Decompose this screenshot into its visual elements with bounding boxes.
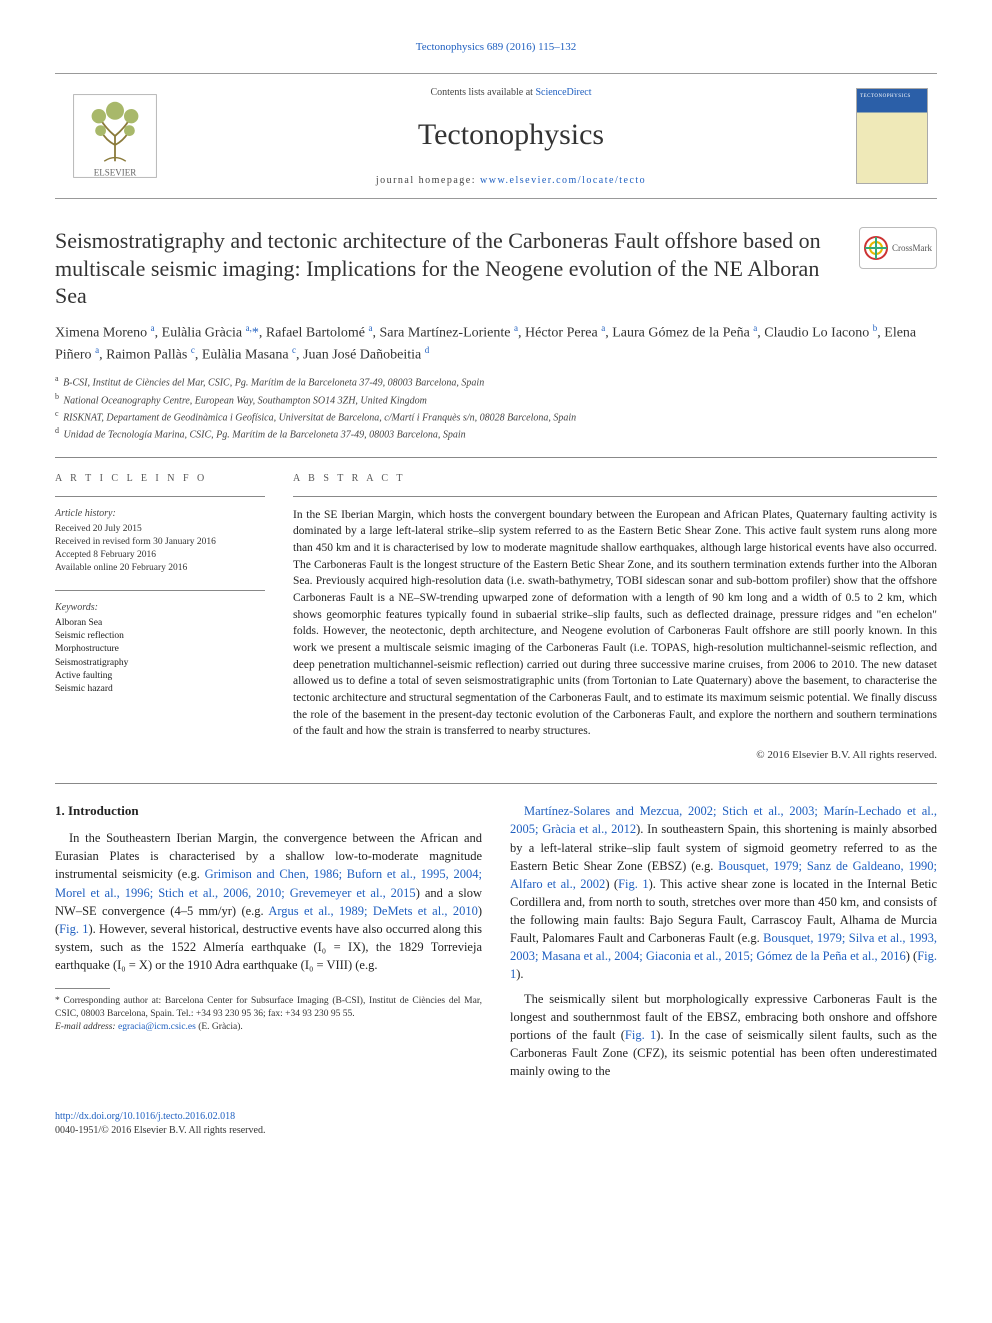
sciencedirect-link[interactable]: ScienceDirect [535,87,591,98]
abstract-rule [293,496,937,497]
email-suffix: (E. Gràcia). [196,1022,243,1032]
journal-title: Tectonophysics [175,114,847,156]
email-link[interactable]: egracia@icm.csic.es [118,1022,196,1032]
history-line: Available online 20 February 2016 [55,562,265,575]
homepage-line: journal homepage: www.elsevier.com/locat… [175,174,847,188]
corresponding-author-footnote: * Corresponding author at: Barcelona Cen… [55,995,482,1033]
cover-image-icon [856,88,928,184]
history-line: Accepted 8 February 2016 [55,549,265,562]
keywords-label: Keywords: [55,601,265,615]
body-paragraph: Martínez-Solares and Mezcua, 2002; Stich… [510,802,937,983]
divider-rule [55,783,937,784]
info-rule [55,496,265,497]
article-info-heading: A R T I C L E I N F O [55,472,265,486]
crossmark-label: CrossMark [892,242,932,255]
homepage-link[interactable]: www.elsevier.com/locate/tecto [480,175,646,186]
footnote-corr: * Corresponding author at: Barcelona Cen… [55,995,482,1021]
history-line: Received 20 July 2015 [55,523,265,536]
keyword: Morphostructure [55,643,265,656]
issn-copyright: 0040-1951/© 2016 Elsevier B.V. All right… [55,1125,265,1136]
keyword: Seismostratigraphy [55,657,265,670]
divider-rule [55,457,937,458]
running-head: Tectonophysics 689 (2016) 115–132 [55,40,937,55]
abstract-column: A B S T R A C T In the SE Iberian Margin… [293,472,937,764]
section-heading: 1. Introduction [55,802,482,821]
abstract-text: In the SE Iberian Margin, which hosts th… [293,507,937,740]
body-columns: 1. Introduction In the Southeastern Iber… [55,802,937,1086]
crossmark-badge[interactable]: CrossMark [859,227,937,269]
elsevier-tree-icon: ELSEVIER [70,91,160,181]
keyword: Seismic reflection [55,630,265,643]
header-center: Contents lists available at ScienceDirec… [175,74,847,198]
homepage-prefix: journal homepage: [376,175,480,186]
footnote-email-line: E-mail address: egracia@icm.csic.es (E. … [55,1021,482,1034]
footnote-rule [55,988,110,989]
body-col-left: 1. Introduction In the Southeastern Iber… [55,802,482,1086]
svg-text:ELSEVIER: ELSEVIER [94,168,137,178]
author-list: Ximena Moreno a, Eulàlia Gràcia a,*, Raf… [55,322,937,365]
citation-link[interactable]: Tectonophysics 689 (2016) 115–132 [416,41,576,53]
contents-line: Contents lists available at ScienceDirec… [175,86,847,100]
body-paragraph: In the Southeastern Iberian Margin, the … [55,829,482,974]
info-rule [55,590,265,591]
abstract-copyright: © 2016 Elsevier B.V. All rights reserved… [293,748,937,763]
crossmark-icon [864,236,888,260]
affiliations: a B-CSI, Institut de Ciències del Mar, C… [55,373,937,442]
keyword: Seismic hazard [55,683,265,696]
history-line: Received in revised form 30 January 2016 [55,536,265,549]
contents-prefix: Contents lists available at [430,87,535,98]
keyword: Alboran Sea [55,617,265,630]
body-paragraph: The seismically silent but morphological… [510,990,937,1081]
email-label: E-mail address: [55,1022,118,1032]
journal-header: ELSEVIER Contents lists available at Sci… [55,73,937,199]
body-col-right: Martínez-Solares and Mezcua, 2002; Stich… [510,802,937,1086]
doi-link[interactable]: http://dx.doi.org/10.1016/j.tecto.2016.0… [55,1111,235,1122]
abstract-heading: A B S T R A C T [293,472,937,486]
history-label: Article history: [55,507,265,521]
page-footer: http://dx.doi.org/10.1016/j.tecto.2016.0… [55,1110,937,1138]
elsevier-logo: ELSEVIER [55,74,175,198]
journal-cover-thumb [847,74,937,198]
article-title: Seismostratigraphy and tectonic architec… [55,227,859,310]
keyword: Active faulting [55,670,265,683]
article-info-column: A R T I C L E I N F O Article history: R… [55,472,265,764]
